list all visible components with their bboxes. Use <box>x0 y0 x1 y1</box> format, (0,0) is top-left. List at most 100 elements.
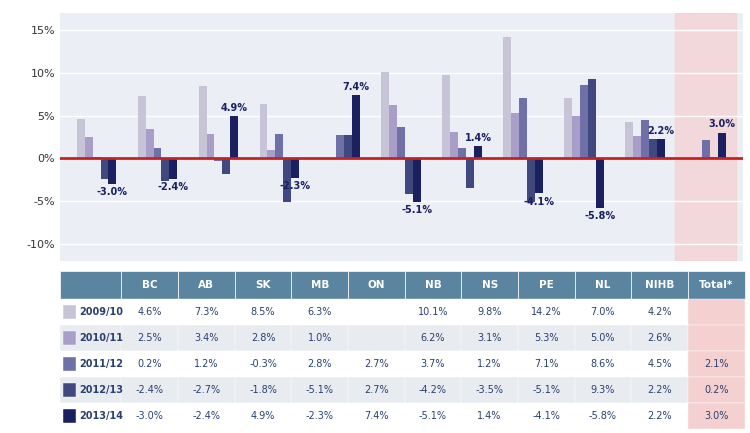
Bar <box>461 299 518 325</box>
Bar <box>632 325 688 351</box>
Bar <box>122 351 178 377</box>
Text: SK: SK <box>255 280 271 290</box>
Bar <box>64 409 76 423</box>
Text: 3.7%: 3.7% <box>421 359 446 369</box>
Bar <box>405 271 461 299</box>
Text: -2.7%: -2.7% <box>192 385 220 395</box>
Bar <box>92 157 100 158</box>
Text: ON: ON <box>368 280 385 290</box>
Text: 6.3%: 6.3% <box>308 307 332 317</box>
Bar <box>574 377 632 403</box>
Text: AB: AB <box>199 280 214 290</box>
Bar <box>178 325 235 351</box>
Bar <box>146 129 154 158</box>
Bar <box>235 351 291 377</box>
Bar <box>657 139 664 158</box>
Text: 2.7%: 2.7% <box>364 385 388 395</box>
Bar <box>596 158 604 208</box>
Bar <box>632 351 688 377</box>
Bar <box>632 377 688 403</box>
Bar <box>688 377 745 403</box>
Text: -2.3%: -2.3% <box>306 411 334 421</box>
Text: -5.8%: -5.8% <box>584 211 616 221</box>
Bar <box>348 325 405 351</box>
Text: 1.4%: 1.4% <box>478 411 502 421</box>
Bar <box>461 377 518 403</box>
Text: BC: BC <box>142 280 158 290</box>
Text: 2.2%: 2.2% <box>647 385 672 395</box>
Bar <box>518 403 574 429</box>
Bar <box>352 95 360 158</box>
Bar <box>284 158 291 202</box>
Text: -0.3%: -0.3% <box>249 359 277 369</box>
Text: 3.4%: 3.4% <box>194 333 218 343</box>
Text: -5.8%: -5.8% <box>589 411 617 421</box>
Bar <box>235 403 291 429</box>
Bar <box>676 13 736 261</box>
Text: 4.9%: 4.9% <box>220 103 248 113</box>
Text: 8.5%: 8.5% <box>251 307 275 317</box>
Text: -1.8%: -1.8% <box>249 385 277 395</box>
Bar <box>450 132 458 158</box>
Bar <box>461 351 518 377</box>
Text: 2.1%: 2.1% <box>704 359 728 369</box>
Bar <box>214 158 223 161</box>
Text: 3.0%: 3.0% <box>704 411 728 421</box>
Text: 4.2%: 4.2% <box>647 307 672 317</box>
Text: -5.1%: -5.1% <box>401 205 433 215</box>
Bar <box>633 136 641 158</box>
Bar <box>574 351 632 377</box>
Text: 2.8%: 2.8% <box>251 333 275 343</box>
Text: 7.1%: 7.1% <box>534 359 559 369</box>
Bar <box>235 299 291 325</box>
Bar <box>405 299 461 325</box>
Bar <box>64 357 76 371</box>
Text: 1.4%: 1.4% <box>464 133 491 143</box>
Bar <box>405 325 461 351</box>
Bar <box>405 403 461 429</box>
Bar <box>60 299 122 325</box>
Bar <box>718 132 726 158</box>
Bar <box>413 158 421 202</box>
Bar <box>519 97 527 158</box>
Bar <box>230 116 238 158</box>
Text: 2.6%: 2.6% <box>647 333 672 343</box>
Bar <box>503 37 512 158</box>
Bar <box>122 377 178 403</box>
Bar <box>268 150 275 158</box>
Bar <box>178 377 235 403</box>
Text: -2.4%: -2.4% <box>158 182 189 192</box>
Bar <box>461 325 518 351</box>
Bar <box>348 351 405 377</box>
Bar <box>632 403 688 429</box>
Bar <box>170 158 177 179</box>
Text: 1.2%: 1.2% <box>478 359 502 369</box>
Bar <box>574 403 632 429</box>
Bar <box>122 271 178 299</box>
Text: -5.1%: -5.1% <box>532 385 560 395</box>
Text: NL: NL <box>596 280 610 290</box>
Bar <box>574 325 632 351</box>
Bar <box>100 158 109 179</box>
Bar <box>382 72 389 158</box>
Bar <box>466 158 474 188</box>
Bar <box>632 299 688 325</box>
Bar <box>178 351 235 377</box>
Text: -3.0%: -3.0% <box>97 187 128 197</box>
Bar <box>60 351 122 377</box>
Bar <box>348 299 405 325</box>
Text: 9.3%: 9.3% <box>591 385 615 395</box>
Bar <box>291 299 348 325</box>
Bar <box>291 325 348 351</box>
Bar <box>518 351 574 377</box>
Text: -5.1%: -5.1% <box>419 411 447 421</box>
Bar <box>518 299 574 325</box>
Bar <box>76 119 85 158</box>
Bar <box>710 157 718 158</box>
Bar <box>275 134 284 158</box>
Bar <box>206 134 214 158</box>
Text: -5.1%: -5.1% <box>306 385 334 395</box>
Bar <box>474 146 482 158</box>
Text: -2.3%: -2.3% <box>280 181 310 191</box>
Text: 5.0%: 5.0% <box>591 333 615 343</box>
